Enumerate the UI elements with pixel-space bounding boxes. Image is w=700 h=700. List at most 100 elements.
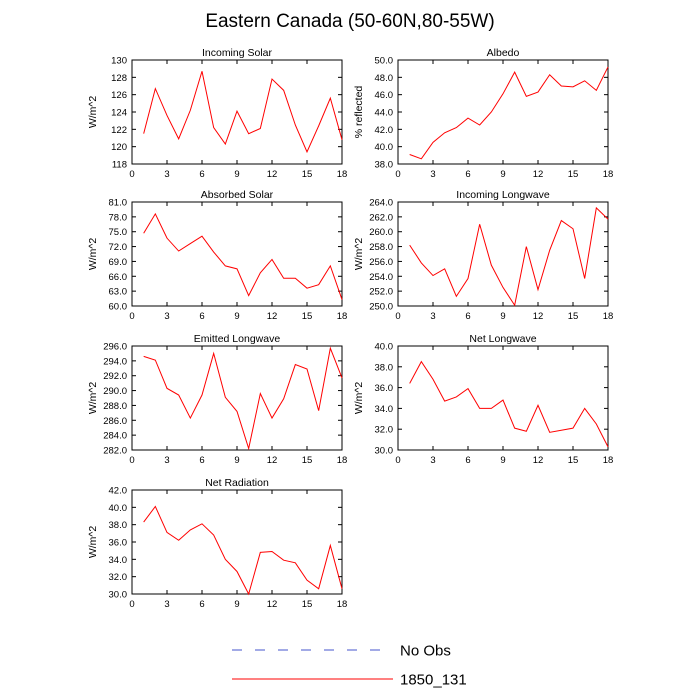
y-tick-label: 46.0 xyxy=(375,90,394,101)
x-tick-label: 15 xyxy=(302,311,313,322)
y-tick-label: 294.0 xyxy=(103,356,127,367)
y-tick-label: 40.0 xyxy=(109,503,128,514)
x-tick-label: 3 xyxy=(430,455,435,466)
x-tick-label: 15 xyxy=(302,455,313,466)
x-tick-label: 12 xyxy=(533,455,544,466)
y-tick-label: 36.0 xyxy=(109,538,128,549)
x-tick-label: 3 xyxy=(164,169,169,180)
x-tick-label: 3 xyxy=(164,311,169,322)
x-tick-label: 6 xyxy=(465,455,470,466)
panel-6: Net Longwave 0 3 6 9 12 15 18 30.0 32.0 34.0 36.0 38… xyxy=(353,333,613,466)
series-line xyxy=(143,346,343,451)
legend-item-2: 1850_131 xyxy=(232,672,467,689)
x-tick-label: 9 xyxy=(234,455,239,466)
x-tick-label: 0 xyxy=(129,599,134,610)
y-tick-label: 128 xyxy=(111,73,127,84)
x-tick-label: 12 xyxy=(267,455,278,466)
x-tick-label: 0 xyxy=(395,311,400,322)
y-tick-label: 120 xyxy=(111,142,127,153)
x-tick-label: 3 xyxy=(164,455,169,466)
panel-title: Net Radiation xyxy=(205,477,269,489)
plot-frame xyxy=(397,345,609,451)
y-tick-label: 290.0 xyxy=(103,386,127,397)
x-tick-label: 6 xyxy=(465,311,470,322)
series-line xyxy=(143,212,343,300)
y-tick-label: 286.0 xyxy=(103,416,127,427)
y-tick-label: 258.0 xyxy=(369,242,393,253)
panel-1: Incoming Solar 0 3 6 9 12 15 18 118 120 122 124 126 1… xyxy=(87,47,347,180)
panel-title: Albedo xyxy=(487,47,520,59)
y-tick-label: 260.0 xyxy=(369,227,393,238)
x-tick-label: 12 xyxy=(267,311,278,322)
y-tick-label: 40.0 xyxy=(375,342,394,353)
y-axis-label: % reflected xyxy=(353,86,365,139)
y-tick-label: 42.0 xyxy=(375,125,394,136)
y-tick-label: 126 xyxy=(111,90,127,101)
y-tick-label: 48.0 xyxy=(375,73,394,84)
y-tick-label: 288.0 xyxy=(103,401,127,412)
y-tick-label: 38.0 xyxy=(375,160,394,171)
y-tick-label: 292.0 xyxy=(103,371,127,382)
plot-frame xyxy=(131,489,343,595)
plot-frame xyxy=(131,345,343,451)
panel-2: Albedo 0 3 6 9 12 15 18 38.0 40.0 42.0 44.0 46.0 48.0… xyxy=(353,47,613,180)
x-tick-label: 18 xyxy=(337,169,348,180)
x-tick-label: 12 xyxy=(533,311,544,322)
y-tick-label: 30.0 xyxy=(109,590,128,601)
y-axis-label: W/m^2 xyxy=(87,526,99,559)
x-tick-label: 0 xyxy=(395,169,400,180)
x-tick-label: 12 xyxy=(267,599,278,610)
panel-title: Net Longwave xyxy=(469,333,536,345)
y-tick-label: 60.0 xyxy=(109,302,128,313)
y-tick-label: 284.0 xyxy=(103,431,127,442)
x-tick-label: 6 xyxy=(465,169,470,180)
series-line xyxy=(409,360,609,448)
x-tick-label: 18 xyxy=(603,311,614,322)
x-tick-label: 15 xyxy=(568,169,579,180)
y-tick-label: 252.0 xyxy=(369,287,393,298)
x-tick-label: 0 xyxy=(129,169,134,180)
y-tick-label: 66.0 xyxy=(109,272,128,283)
y-tick-label: 250.0 xyxy=(369,302,393,313)
y-tick-label: 32.0 xyxy=(109,572,128,583)
panel-title: Incoming Longwave xyxy=(456,189,550,201)
x-tick-label: 12 xyxy=(267,169,278,180)
x-tick-label: 12 xyxy=(533,169,544,180)
x-tick-label: 6 xyxy=(199,455,204,466)
panel-title: Incoming Solar xyxy=(202,47,273,59)
y-tick-label: 124 xyxy=(111,108,127,119)
y-axis-label: W/m^2 xyxy=(353,382,365,415)
x-tick-label: 0 xyxy=(395,455,400,466)
y-tick-label: 262.0 xyxy=(369,212,393,223)
x-tick-label: 0 xyxy=(129,455,134,466)
y-tick-label: 63.0 xyxy=(109,287,128,298)
y-tick-label: 32.0 xyxy=(375,425,394,436)
panel-4: Incoming Longwave 0 3 6 9 12 15 18 250.0 252.0 254… xyxy=(353,189,613,322)
y-tick-label: 30.0 xyxy=(375,446,394,457)
y-axis-label: W/m^2 xyxy=(353,238,365,271)
y-tick-label: 254.0 xyxy=(369,272,393,283)
y-tick-label: 40.0 xyxy=(375,142,394,153)
x-tick-label: 6 xyxy=(199,169,204,180)
y-tick-label: 264.0 xyxy=(369,198,393,209)
x-tick-label: 9 xyxy=(234,169,239,180)
y-tick-label: 36.0 xyxy=(375,383,394,394)
panel-7: Net Radiation 0 3 6 9 12 15 18 30.0 32.0 34.0 36.0 3… xyxy=(87,477,347,610)
y-tick-label: 44.0 xyxy=(375,108,394,119)
y-axis-label: W/m^2 xyxy=(87,96,99,129)
x-tick-label: 0 xyxy=(129,311,134,322)
plot-frame xyxy=(397,59,609,165)
series-line xyxy=(409,206,609,307)
main-title: Eastern Canada (50-60N,80-55W) xyxy=(205,11,494,32)
series-line xyxy=(143,505,343,596)
panel-title: Absorbed Solar xyxy=(201,189,274,201)
x-tick-label: 9 xyxy=(234,599,239,610)
legend: No Obs 1850_131 xyxy=(232,643,467,689)
y-axis-label: W/m^2 xyxy=(87,382,99,415)
y-tick-label: 256.0 xyxy=(369,257,393,268)
plot-frame xyxy=(397,201,609,307)
x-tick-label: 9 xyxy=(500,311,505,322)
x-tick-label: 15 xyxy=(302,599,313,610)
